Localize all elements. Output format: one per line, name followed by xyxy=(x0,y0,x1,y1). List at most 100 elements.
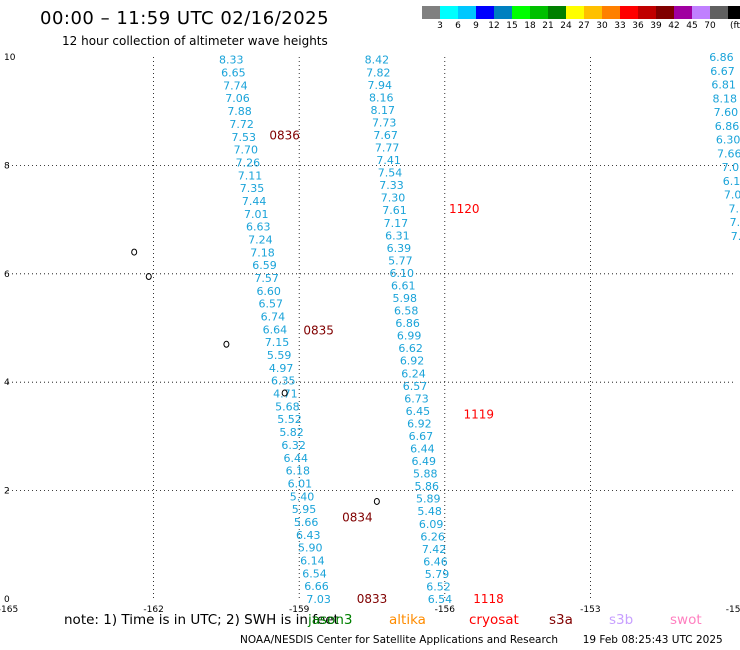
swh-value-label: 5.52 xyxy=(277,413,302,426)
color-swatch xyxy=(530,6,548,19)
swh-value-label: 6.49 xyxy=(412,455,437,468)
y-tick-label: 8 xyxy=(4,161,10,171)
pass-time-label: 0833 xyxy=(357,592,388,606)
color-scale-tick: 33 xyxy=(614,21,626,31)
color-swatch xyxy=(710,6,728,19)
swh-value-label: 7.0 xyxy=(724,189,740,202)
color-swatch xyxy=(728,6,740,19)
color-swatch xyxy=(656,6,674,19)
swh-value-label: 8.33 xyxy=(219,54,244,67)
swh-value-label: 6.60 xyxy=(256,285,281,298)
swh-value-label: 5.48 xyxy=(417,505,442,518)
swh-value-label: 6.74 xyxy=(261,311,286,324)
swh-value-label: 7. xyxy=(731,230,740,243)
swh-value-label: 6.66 xyxy=(304,580,329,593)
swh-value-label: 5.66 xyxy=(294,516,319,529)
swh-value-label: 6.54 xyxy=(428,593,453,606)
swh-value-label: 6.81 xyxy=(711,79,736,92)
swh-value-label: 7.60 xyxy=(714,106,739,119)
swh-value-label: 6.65 xyxy=(221,67,246,80)
swh-value-label: 7.74 xyxy=(223,79,248,92)
swh-value-label: 7.01 xyxy=(244,208,269,221)
swh-value-label: 5.77 xyxy=(388,254,413,267)
swh-value-label: 6.67 xyxy=(409,430,434,443)
swh-value-label: 6.44 xyxy=(410,443,435,456)
swh-value-label: 6.35 xyxy=(271,375,296,388)
x-tick-label: -156 xyxy=(435,605,456,615)
swh-value-label: 7.82 xyxy=(366,66,391,79)
swh-value-label: 6.46 xyxy=(423,555,448,568)
swh-value-label: 6.52 xyxy=(426,580,451,593)
swh-value-label: 6.92 xyxy=(400,355,425,368)
satellite-cryosat: cryosat xyxy=(469,612,519,628)
swh-value-label: 6.44 xyxy=(283,452,308,465)
color-scale-tick: 9 xyxy=(473,21,479,31)
satellite-swot: swot xyxy=(670,612,702,628)
swh-value-label: 7.72 xyxy=(229,118,254,131)
swh-value-label: 7.03 xyxy=(306,593,331,606)
swh-value-label: 6.1 xyxy=(723,175,740,188)
color-swatch xyxy=(638,6,656,19)
color-swatch xyxy=(620,6,638,19)
color-swatch xyxy=(494,6,512,19)
color-swatch xyxy=(458,6,476,19)
color-swatch xyxy=(440,6,458,19)
island-outline xyxy=(223,340,230,348)
color-scale-tick: 45 xyxy=(686,21,698,31)
swh-value-label: 7.94 xyxy=(368,79,393,92)
color-scale-tick: 3 xyxy=(437,21,443,31)
swh-value-label: 8.16 xyxy=(369,91,394,104)
color-swatch xyxy=(566,6,584,19)
color-swatch xyxy=(674,6,692,19)
swh-value-label: 7.33 xyxy=(379,179,404,192)
pass-time-label: 1119 xyxy=(463,408,494,422)
color-scale-tick: 30 xyxy=(596,21,608,31)
swh-value-label: 7.61 xyxy=(382,204,407,217)
swh-value-label: 5.89 xyxy=(416,493,441,506)
y-tick-label: 6 xyxy=(4,270,10,280)
swh-value-label: 7.67 xyxy=(373,129,398,142)
color-scale-tick: 24 xyxy=(560,21,572,31)
swh-value-label: 6.86 xyxy=(709,51,734,64)
y-tick-label: 10 xyxy=(4,53,16,63)
swh-value-label: 6.01 xyxy=(288,477,313,490)
x-tick-label: -150 xyxy=(726,605,740,615)
color-scale-tick: 36 xyxy=(632,21,644,31)
swh-value-label: 6.45 xyxy=(406,405,431,418)
x-tick-label: -153 xyxy=(580,605,600,615)
color-scale-tick: 6 xyxy=(455,21,461,31)
x-tick-label: -159 xyxy=(289,605,310,615)
swh-value-label: 5.59 xyxy=(267,349,292,362)
swh-value-label: 6.73 xyxy=(404,392,429,405)
swh-value-label: 6.67 xyxy=(710,65,735,78)
swh-value-label: 6.64 xyxy=(263,323,288,336)
color-swatch xyxy=(548,6,566,19)
swh-value-label: 7.30 xyxy=(381,192,406,205)
swh-value-label: 7.24 xyxy=(248,233,273,246)
swh-value-label: 6.63 xyxy=(246,221,271,234)
island-outline xyxy=(281,389,288,397)
swh-value-label: 5.79 xyxy=(425,568,450,581)
swh-value-label: 4.71 xyxy=(273,388,298,401)
color-scale-bar xyxy=(422,6,740,19)
swh-value-label: 6.18 xyxy=(286,465,311,478)
swh-value-label: 5.90 xyxy=(298,542,323,555)
color-scale-tick: 18 xyxy=(524,21,536,31)
swh-value-label: 6.30 xyxy=(716,134,740,147)
swh-value-label: 5.86 xyxy=(414,480,439,493)
swh-value-label: 6.26 xyxy=(420,530,445,543)
swh-value-label: 6.86 xyxy=(715,120,740,133)
y-tick-label: 2 xyxy=(4,487,10,497)
y-tick-label: 4 xyxy=(4,378,10,388)
swh-value-label: 5.88 xyxy=(413,468,438,481)
note-text: note: 1) Time is in UTC; 2) SWH is in fe… xyxy=(64,612,339,628)
swh-value-label: 4.97 xyxy=(269,362,294,375)
swh-value-label: 8.42 xyxy=(365,54,390,67)
swh-value-label: 7.26 xyxy=(236,156,261,169)
swh-value-label: 7.70 xyxy=(234,144,259,157)
swh-value-label: 6.62 xyxy=(398,342,423,355)
footer-timestamp: 19 Feb 08:25:43 UTC 2025 xyxy=(582,634,723,646)
swh-value-label: 6.99 xyxy=(397,330,422,343)
swh-value-label: 7.42 xyxy=(422,543,447,556)
swh-value-label: 6.14 xyxy=(300,554,325,567)
